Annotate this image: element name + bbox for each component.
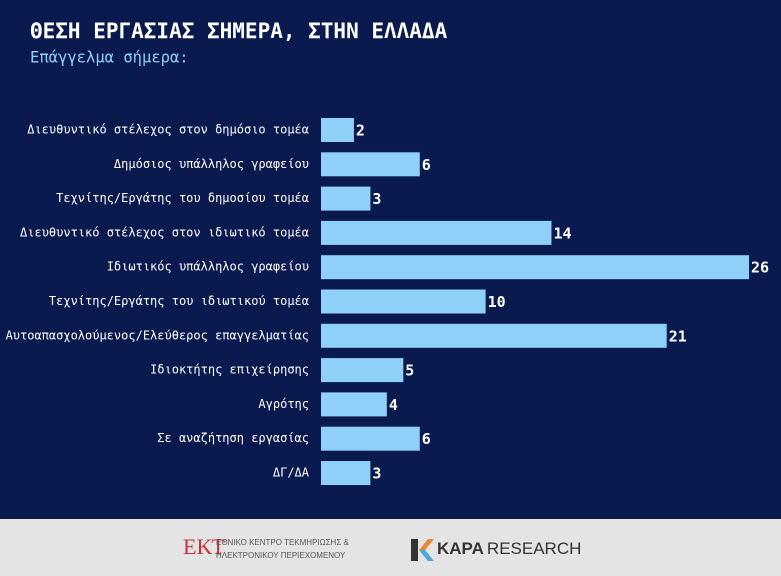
category-label: Τεχνίτης/Εργάτης του δημοσίου τομέα <box>56 191 309 205</box>
bar <box>321 186 371 211</box>
plot: Διευθυντικό στέλεχος στον δημόσιο τομέα 2… <box>6 118 769 485</box>
value-label: 3 <box>372 190 381 208</box>
category-label: Αγρότης <box>258 397 309 411</box>
value-label: 21 <box>669 327 687 345</box>
value-label: 26 <box>751 259 769 277</box>
category-label: Αυτοαπασχολούμενος/Ελεύθερος επαγγελματί… <box>6 328 309 342</box>
bar <box>321 118 354 142</box>
ekt-logo: ΕΚΤ <box>183 534 225 559</box>
value-label: 2 <box>356 122 365 140</box>
bar <box>321 426 420 451</box>
value-label: 14 <box>553 224 571 242</box>
value-label: 10 <box>488 293 506 311</box>
bar <box>321 289 486 314</box>
category-label: Ιδιοκτήτης επιχείρησης <box>150 363 309 377</box>
kapa-bold: KAPA <box>437 539 484 558</box>
bar <box>321 392 387 417</box>
category-label: Ιδιωτικός υπάλληλος γραφείου <box>107 260 309 274</box>
bar <box>321 220 552 245</box>
bar <box>321 358 404 383</box>
value-label: 6 <box>422 430 431 448</box>
bar <box>321 461 371 485</box>
category-label: Διευθυντικό στέλεχος στον δημόσιο τομέα <box>27 123 309 137</box>
category-label: Δημόσιος υπάλληλος γραφείου <box>114 157 309 171</box>
chart-subtitle: Επάγγελμα σήμερα: <box>30 49 189 67</box>
footer-background <box>0 519 781 576</box>
category-label: ΔΓ/ΔΑ <box>273 466 310 480</box>
value-label: 5 <box>405 362 414 380</box>
bar <box>321 323 667 348</box>
bar <box>321 255 749 280</box>
ekt-text: ΕΘΝΙΚΟ ΚΕΝΤΡΟ ΤΕΚΜΗΡΙΩΣΗΣ & <box>216 538 349 547</box>
ekt-text: ΗΛΕΚΤΡΟΝΙΚΟΥ ΠΕΡΙΕΧΟΜΕΝΟΥ <box>216 551 346 560</box>
category-label: Διευθυντικό στέλεχος στον ιδιωτικό τομέα <box>20 225 309 239</box>
kapa-icon <box>411 539 434 561</box>
value-label: 3 <box>372 465 381 483</box>
value-label: 6 <box>422 156 431 174</box>
bar <box>321 152 420 177</box>
value-label: 4 <box>389 396 398 414</box>
kapa-rest: RESEARCH <box>487 539 581 558</box>
chart-title: ΘΕΣΗ ΕΡΓΑΣΙΑΣ ΣΗΜΕΡΑ, ΣΤΗΝ ΕΛΛΑΔΑ <box>30 19 448 43</box>
category-label: Τεχνίτης/Εργάτης του ιδιωτικού τομέα <box>49 294 309 308</box>
kapa-name: KAPA RESEARCH <box>437 539 581 558</box>
category-label: Σε αναζήτηση εργασίας <box>157 431 309 445</box>
